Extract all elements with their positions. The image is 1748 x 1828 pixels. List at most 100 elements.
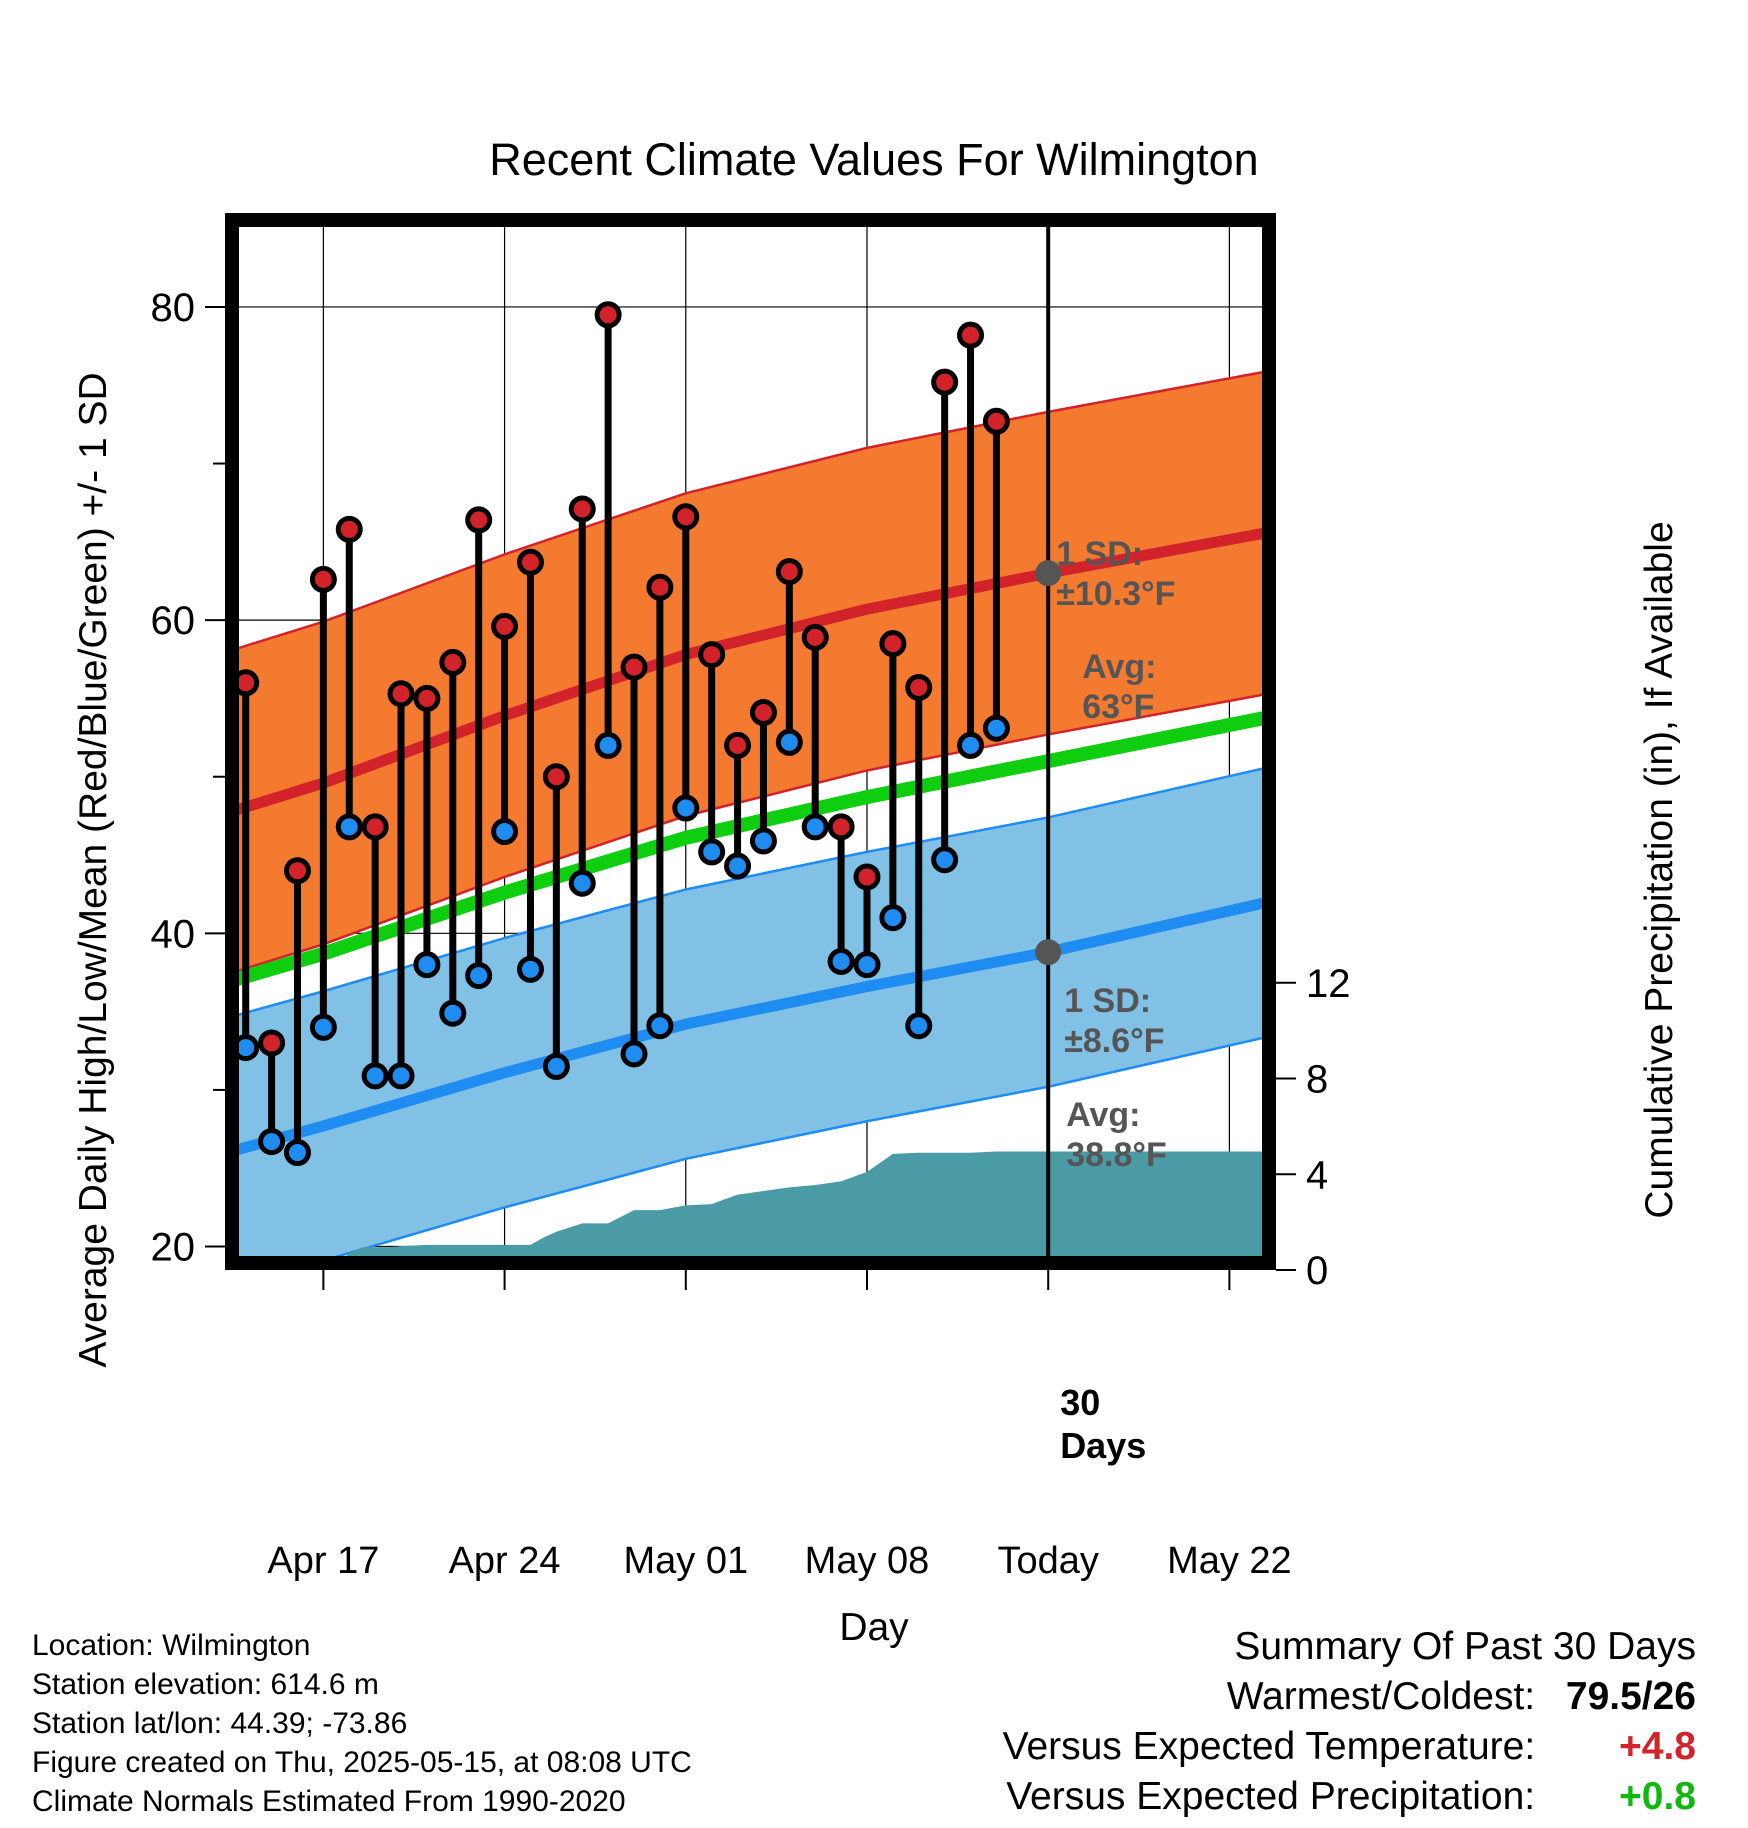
daily-high-point xyxy=(801,623,829,651)
daily-low-point xyxy=(439,999,467,1027)
plot-frame xyxy=(225,213,1276,1270)
daily-high-point xyxy=(335,515,363,543)
daily-low-point xyxy=(258,1128,286,1156)
daily-low-point xyxy=(309,1013,337,1041)
x-tick-label: Today xyxy=(997,1540,1098,1582)
daily-low-point xyxy=(620,1040,648,1068)
days-window-label: 30 Days xyxy=(1060,1382,1146,1466)
daily-low-point xyxy=(749,827,777,855)
daily-high-point xyxy=(879,630,907,658)
daily-high-point xyxy=(465,506,493,534)
low-avg-annotation: Avg: 38.8°F xyxy=(1066,1096,1167,1174)
daily-high-point xyxy=(542,763,570,791)
daily-high-point xyxy=(646,573,674,601)
plot-area: 1 SD: ±10.3°F Avg: 63°F 1 SD: ±8.6°F Avg: 38.8°… xyxy=(151,213,1351,1582)
precip-label: Versus Expected Precipitation: xyxy=(1006,1775,1536,1818)
daily-high-point xyxy=(957,321,985,349)
summary-precip-row: Versus Expected Precipitation: +0.8 xyxy=(796,1772,1696,1822)
daily-low-point xyxy=(853,951,881,979)
daily-high-point xyxy=(982,407,1010,435)
low-sd-annotation: 1 SD: ±8.6°F xyxy=(1064,982,1164,1060)
daily-high-point xyxy=(387,680,415,708)
today-low-avg-marker xyxy=(1035,939,1062,966)
daily-low-point xyxy=(387,1062,415,1090)
x-tick-label: May 01 xyxy=(623,1540,748,1582)
daily-low-point xyxy=(491,818,519,846)
daily-high-point xyxy=(749,699,777,727)
station-info: Location: Wilmington Station elevation: … xyxy=(32,1626,692,1821)
y-tick-label: 20 xyxy=(151,1226,196,1270)
daily-high-point xyxy=(827,813,855,841)
chart-title: Recent Climate Values For Wilmington xyxy=(489,134,1258,185)
daily-low-point xyxy=(724,852,752,880)
daily-high-point xyxy=(775,558,803,586)
daily-low-point xyxy=(879,904,907,932)
daily-low-point xyxy=(982,714,1010,742)
temp-value: +4.8 xyxy=(1619,1725,1696,1768)
y2-tick-label: 8 xyxy=(1306,1058,1328,1102)
today-high-avg-marker xyxy=(1035,560,1062,587)
high-sd-annotation: 1 SD: ±10.3°F xyxy=(1056,535,1175,613)
elevation-text: Station elevation: 614.6 m xyxy=(32,1668,379,1701)
summary-temp-row: Versus Expected Temperature: +4.8 xyxy=(796,1722,1696,1772)
plot-inner xyxy=(232,220,1269,1263)
y-tick-label: 40 xyxy=(151,912,196,956)
daily-high-point xyxy=(931,368,959,396)
daily-low-point xyxy=(957,731,985,759)
latlon-text: Station lat/lon: 44.39; -73.86 xyxy=(32,1707,408,1740)
daily-low-point xyxy=(672,794,700,822)
daily-high-point xyxy=(672,503,700,531)
daily-high-point xyxy=(283,857,311,885)
daily-low-point xyxy=(698,838,726,866)
daily-low-point xyxy=(594,731,622,759)
location-text: Location: Wilmington xyxy=(32,1629,311,1662)
daily-low-point xyxy=(465,962,493,990)
daily-low-point xyxy=(931,846,959,874)
x-tick-label: May 08 xyxy=(805,1540,930,1582)
y-tick-label: 60 xyxy=(151,599,196,643)
temp-label: Versus Expected Temperature: xyxy=(1002,1725,1536,1768)
summary-title: Summary Of Past 30 Days xyxy=(1234,1625,1696,1668)
y2-tick-label: 12 xyxy=(1306,962,1351,1006)
daily-low-point xyxy=(646,1012,674,1040)
daily-high-point xyxy=(698,641,726,669)
x-tick-label: Apr 17 xyxy=(267,1540,379,1582)
created-text: Figure created on Thu, 2025-05-15, at 08… xyxy=(32,1746,692,1779)
daily-low-point xyxy=(361,1062,389,1090)
normals-text: Climate Normals Estimated From 1990-2020 xyxy=(32,1785,626,1818)
daily-low-point xyxy=(775,728,803,756)
daily-low-point xyxy=(801,813,829,841)
daily-high-point xyxy=(594,301,622,329)
daily-low-point xyxy=(905,1012,933,1040)
high-sd-band xyxy=(232,371,1269,973)
summary-warmest-row: Warmest/Coldest: 79.5/26 xyxy=(796,1672,1696,1722)
daily-high-point xyxy=(516,548,544,576)
x-tick-label: May 22 xyxy=(1167,1540,1292,1582)
x-axis-label: Day xyxy=(839,1606,909,1649)
y-tick-label: 80 xyxy=(151,286,196,330)
warmest-value: 79.5/26 xyxy=(1565,1675,1696,1718)
y2-tick-label: 4 xyxy=(1306,1153,1328,1197)
y2-axis-label: Cumulative Precipitation (in), If Availa… xyxy=(1638,521,1681,1218)
daily-high-point xyxy=(309,565,337,593)
daily-high-point xyxy=(853,863,881,891)
high-avg-annotation: Avg: 63°F xyxy=(1082,648,1156,726)
daily-high-point xyxy=(413,684,441,712)
summary-panel: Summary Of Past 30 Days Warmest/Coldest:… xyxy=(796,1622,1696,1822)
daily-high-point xyxy=(361,813,389,841)
daily-low-point xyxy=(413,951,441,979)
daily-high-point xyxy=(724,731,752,759)
daily-low-point xyxy=(335,813,363,841)
daily-low-point xyxy=(283,1139,311,1167)
y2-tick-label: 0 xyxy=(1306,1249,1328,1293)
warmest-label: Warmest/Coldest: xyxy=(1226,1675,1536,1718)
daily-high-point xyxy=(568,495,596,523)
daily-low-point xyxy=(568,869,596,897)
daily-low-point xyxy=(516,955,544,983)
daily-low-point xyxy=(827,948,855,976)
daily-high-point xyxy=(439,648,467,676)
daily-high-point xyxy=(905,673,933,701)
daily-high-point xyxy=(620,653,648,681)
daily-high-point xyxy=(258,1029,286,1057)
